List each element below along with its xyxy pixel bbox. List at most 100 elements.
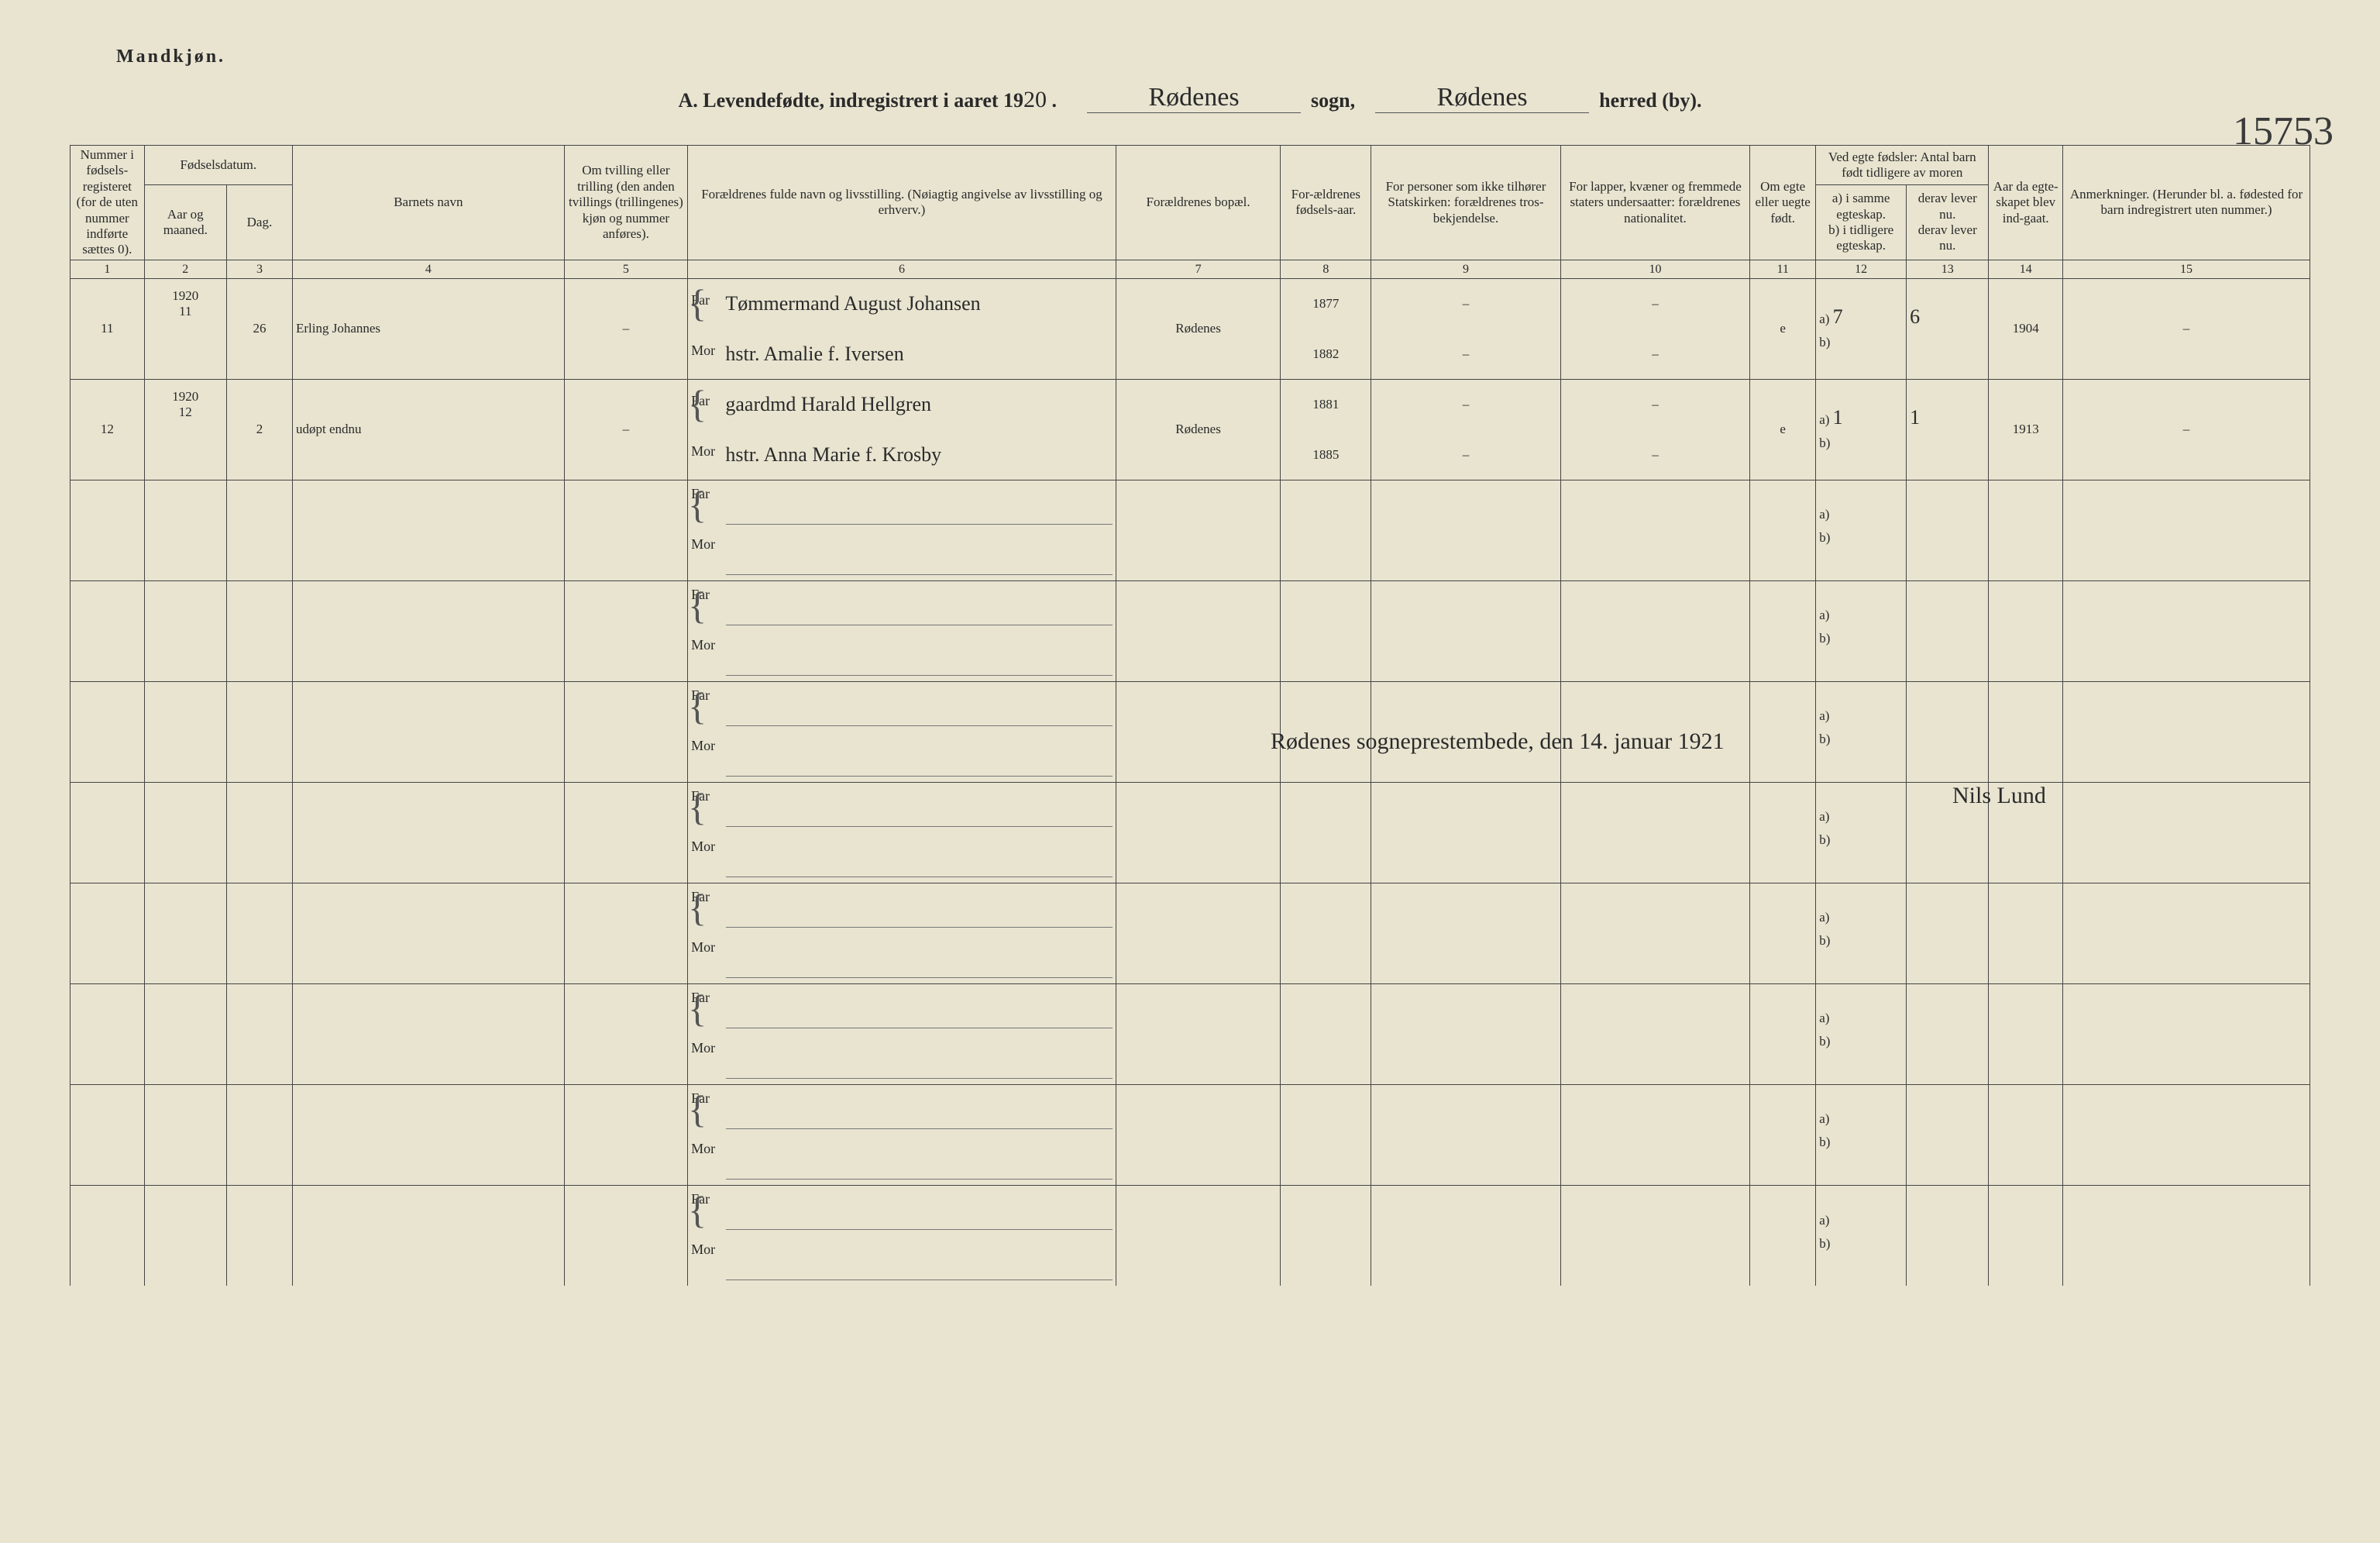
- margin-number: 15753: [2233, 108, 2334, 154]
- col-2-3-group: Fødselsdatum.: [144, 146, 292, 185]
- mother-name: hstr. Anna Marie f. Krosby: [725, 443, 941, 466]
- table-row: 12 192012 2 udøpt endnu – { Far gaardmd …: [71, 379, 2310, 429]
- title-prefix: A. Levendefødte, indregistrert i aaret 1…: [679, 89, 1024, 112]
- table-row: {Far a)b): [71, 681, 2310, 732]
- mother-birthyear: 1882: [1281, 329, 1371, 379]
- register-table: Nummer i fødsels-registeret (for de uten…: [70, 145, 2310, 1286]
- brace-icon: {: [688, 384, 707, 423]
- c13-cell: 6: [1907, 278, 1989, 379]
- residence: Rødenes: [1116, 278, 1281, 379]
- brace-icon: {: [688, 787, 707, 826]
- marriage-year: 1904: [1989, 278, 2063, 379]
- father-birthyear: 1877: [1281, 278, 1371, 329]
- father-name: gaardmd Harald Hellgren: [725, 393, 931, 415]
- c9-mother: –: [1371, 329, 1560, 379]
- child-name: udøpt endnu: [292, 379, 564, 480]
- signature-line-2: Nils Lund: [1952, 783, 2046, 809]
- col-14-header: Aar da egte-skapet blev ind-gaat.: [1989, 146, 2063, 260]
- col-9-header: For personer som ikke tilhører Statskirk…: [1371, 146, 1560, 260]
- col-5-header: Om tvilling eller trilling (den anden tv…: [564, 146, 687, 260]
- table-row: {Far a)b): [71, 480, 2310, 530]
- residence: Rødenes: [1116, 379, 1281, 480]
- birth-day: 2: [226, 379, 292, 480]
- mother-name: hstr. Amalie f. Iversen: [725, 343, 903, 365]
- col-13-header: derav lever nu. derav lever nu.: [1907, 185, 1989, 260]
- mor-label: Mor: [691, 738, 722, 754]
- c10-father: –: [1560, 278, 1749, 329]
- col-11-header: Om egte eller uegte født.: [1750, 146, 1816, 260]
- mother-cell: Mor hstr. Amalie f. Iversen: [688, 329, 1116, 379]
- c13-cell: 1: [1907, 379, 1989, 480]
- col-2-header: Aar og maaned.: [144, 185, 226, 260]
- birth-day: 26: [226, 278, 292, 379]
- mor-label: Mor: [691, 1141, 722, 1157]
- c12-cell: a) 1 b): [1816, 379, 1907, 480]
- col-7-header: Forældrenes bopæl.: [1116, 146, 1281, 260]
- brace-icon: {: [688, 1190, 707, 1229]
- title-line: A. Levendefødte, indregistrert i aaret 1…: [70, 83, 2310, 114]
- table-row: {Far a)b): [71, 983, 2310, 1034]
- mor-label: Mor: [691, 637, 722, 653]
- herred-value: Rødenes: [1375, 83, 1589, 113]
- col-10-header: For lapper, kvæner og fremmede staters u…: [1560, 146, 1749, 260]
- father-cell: { Far Tømmermand August Johansen: [688, 278, 1116, 329]
- c9-father: –: [1371, 278, 1560, 329]
- twin: –: [564, 379, 687, 480]
- column-numbers-row: 1 2 3 4 5 6 7 8 9 10 11 12 13 14 15: [71, 260, 2310, 278]
- table-row: 11 192011 26 Erling Johannes – { Far Tøm…: [71, 278, 2310, 329]
- mor-label: Mor: [691, 1242, 722, 1258]
- father-birthyear: 1881: [1281, 379, 1371, 429]
- col-4-header: Barnets navn: [292, 146, 564, 260]
- col-8-header: For-ældrenes fødsels-aar.: [1281, 146, 1371, 260]
- birth-year: 192011: [144, 278, 226, 329]
- table-head: Nummer i fødsels-registeret (for de uten…: [71, 146, 2310, 279]
- father-cell: { Far gaardmd Harald Hellgren: [688, 379, 1116, 429]
- table-row: {Far a)b): [71, 1185, 2310, 1235]
- sogn-value: Rødenes: [1087, 83, 1301, 113]
- table-row: {Far a)b): [71, 1084, 2310, 1135]
- c9-mother: –: [1371, 429, 1560, 480]
- remarks: –: [2063, 379, 2310, 480]
- brace-icon: {: [688, 485, 707, 524]
- col-12-header: a) i samme egteskap. b) i tidligere egte…: [1816, 185, 1907, 260]
- c10-mother: –: [1560, 329, 1749, 379]
- brace-icon: {: [688, 1090, 707, 1128]
- col-1-header: Nummer i fødsels-registeret (for de uten…: [71, 146, 145, 260]
- c12-cell: a) 7 b): [1816, 278, 1907, 379]
- mother-cell: Mor hstr. Anna Marie f. Krosby: [688, 429, 1116, 480]
- brace-icon: {: [688, 989, 707, 1028]
- signature-line-1: Rødenes sogneprestembede, den 14. januar…: [1271, 728, 1725, 755]
- table-row: {Far a)b): [71, 883, 2310, 933]
- mor-label: Mor: [691, 443, 722, 460]
- herred-label: herred (by).: [1599, 89, 1701, 112]
- legitimacy: e: [1750, 379, 1816, 480]
- father-name: Tømmermand August Johansen: [725, 292, 980, 315]
- mor-label: Mor: [691, 839, 722, 855]
- entry-number: 11: [71, 278, 145, 379]
- mor-label: Mor: [691, 939, 722, 956]
- mor-label: Mor: [691, 536, 722, 553]
- col-6-header: Forældrenes fulde navn og livsstilling. …: [688, 146, 1116, 260]
- col-12-13-group: Ved egte fødsler: Antal barn født tidlig…: [1816, 146, 1989, 185]
- c10-father: –: [1560, 379, 1749, 429]
- mor-label: Mor: [691, 343, 722, 359]
- gender-label: Mandkjøn.: [116, 46, 2310, 67]
- c10-mother: –: [1560, 429, 1749, 480]
- sogn-label: sogn,: [1311, 89, 1355, 112]
- twin: –: [564, 278, 687, 379]
- year-suffix: 20: [1023, 87, 1047, 112]
- child-name: Erling Johannes: [292, 278, 564, 379]
- brace-icon: {: [688, 284, 707, 322]
- remarks: –: [2063, 278, 2310, 379]
- col-15-header: Anmerkninger. (Herunder bl. a. fødested …: [2063, 146, 2310, 260]
- register-page: Mandkjøn. A. Levendefødte, indregistrert…: [0, 0, 2380, 1543]
- birth-year: 192012: [144, 379, 226, 429]
- c9-father: –: [1371, 379, 1560, 429]
- brace-icon: {: [688, 586, 707, 625]
- mother-birthyear: 1885: [1281, 429, 1371, 480]
- legitimacy: e: [1750, 278, 1816, 379]
- col-3-header: Dag.: [226, 185, 292, 260]
- entry-number: 12: [71, 379, 145, 480]
- mor-label: Mor: [691, 1040, 722, 1056]
- marriage-year: 1913: [1989, 379, 2063, 480]
